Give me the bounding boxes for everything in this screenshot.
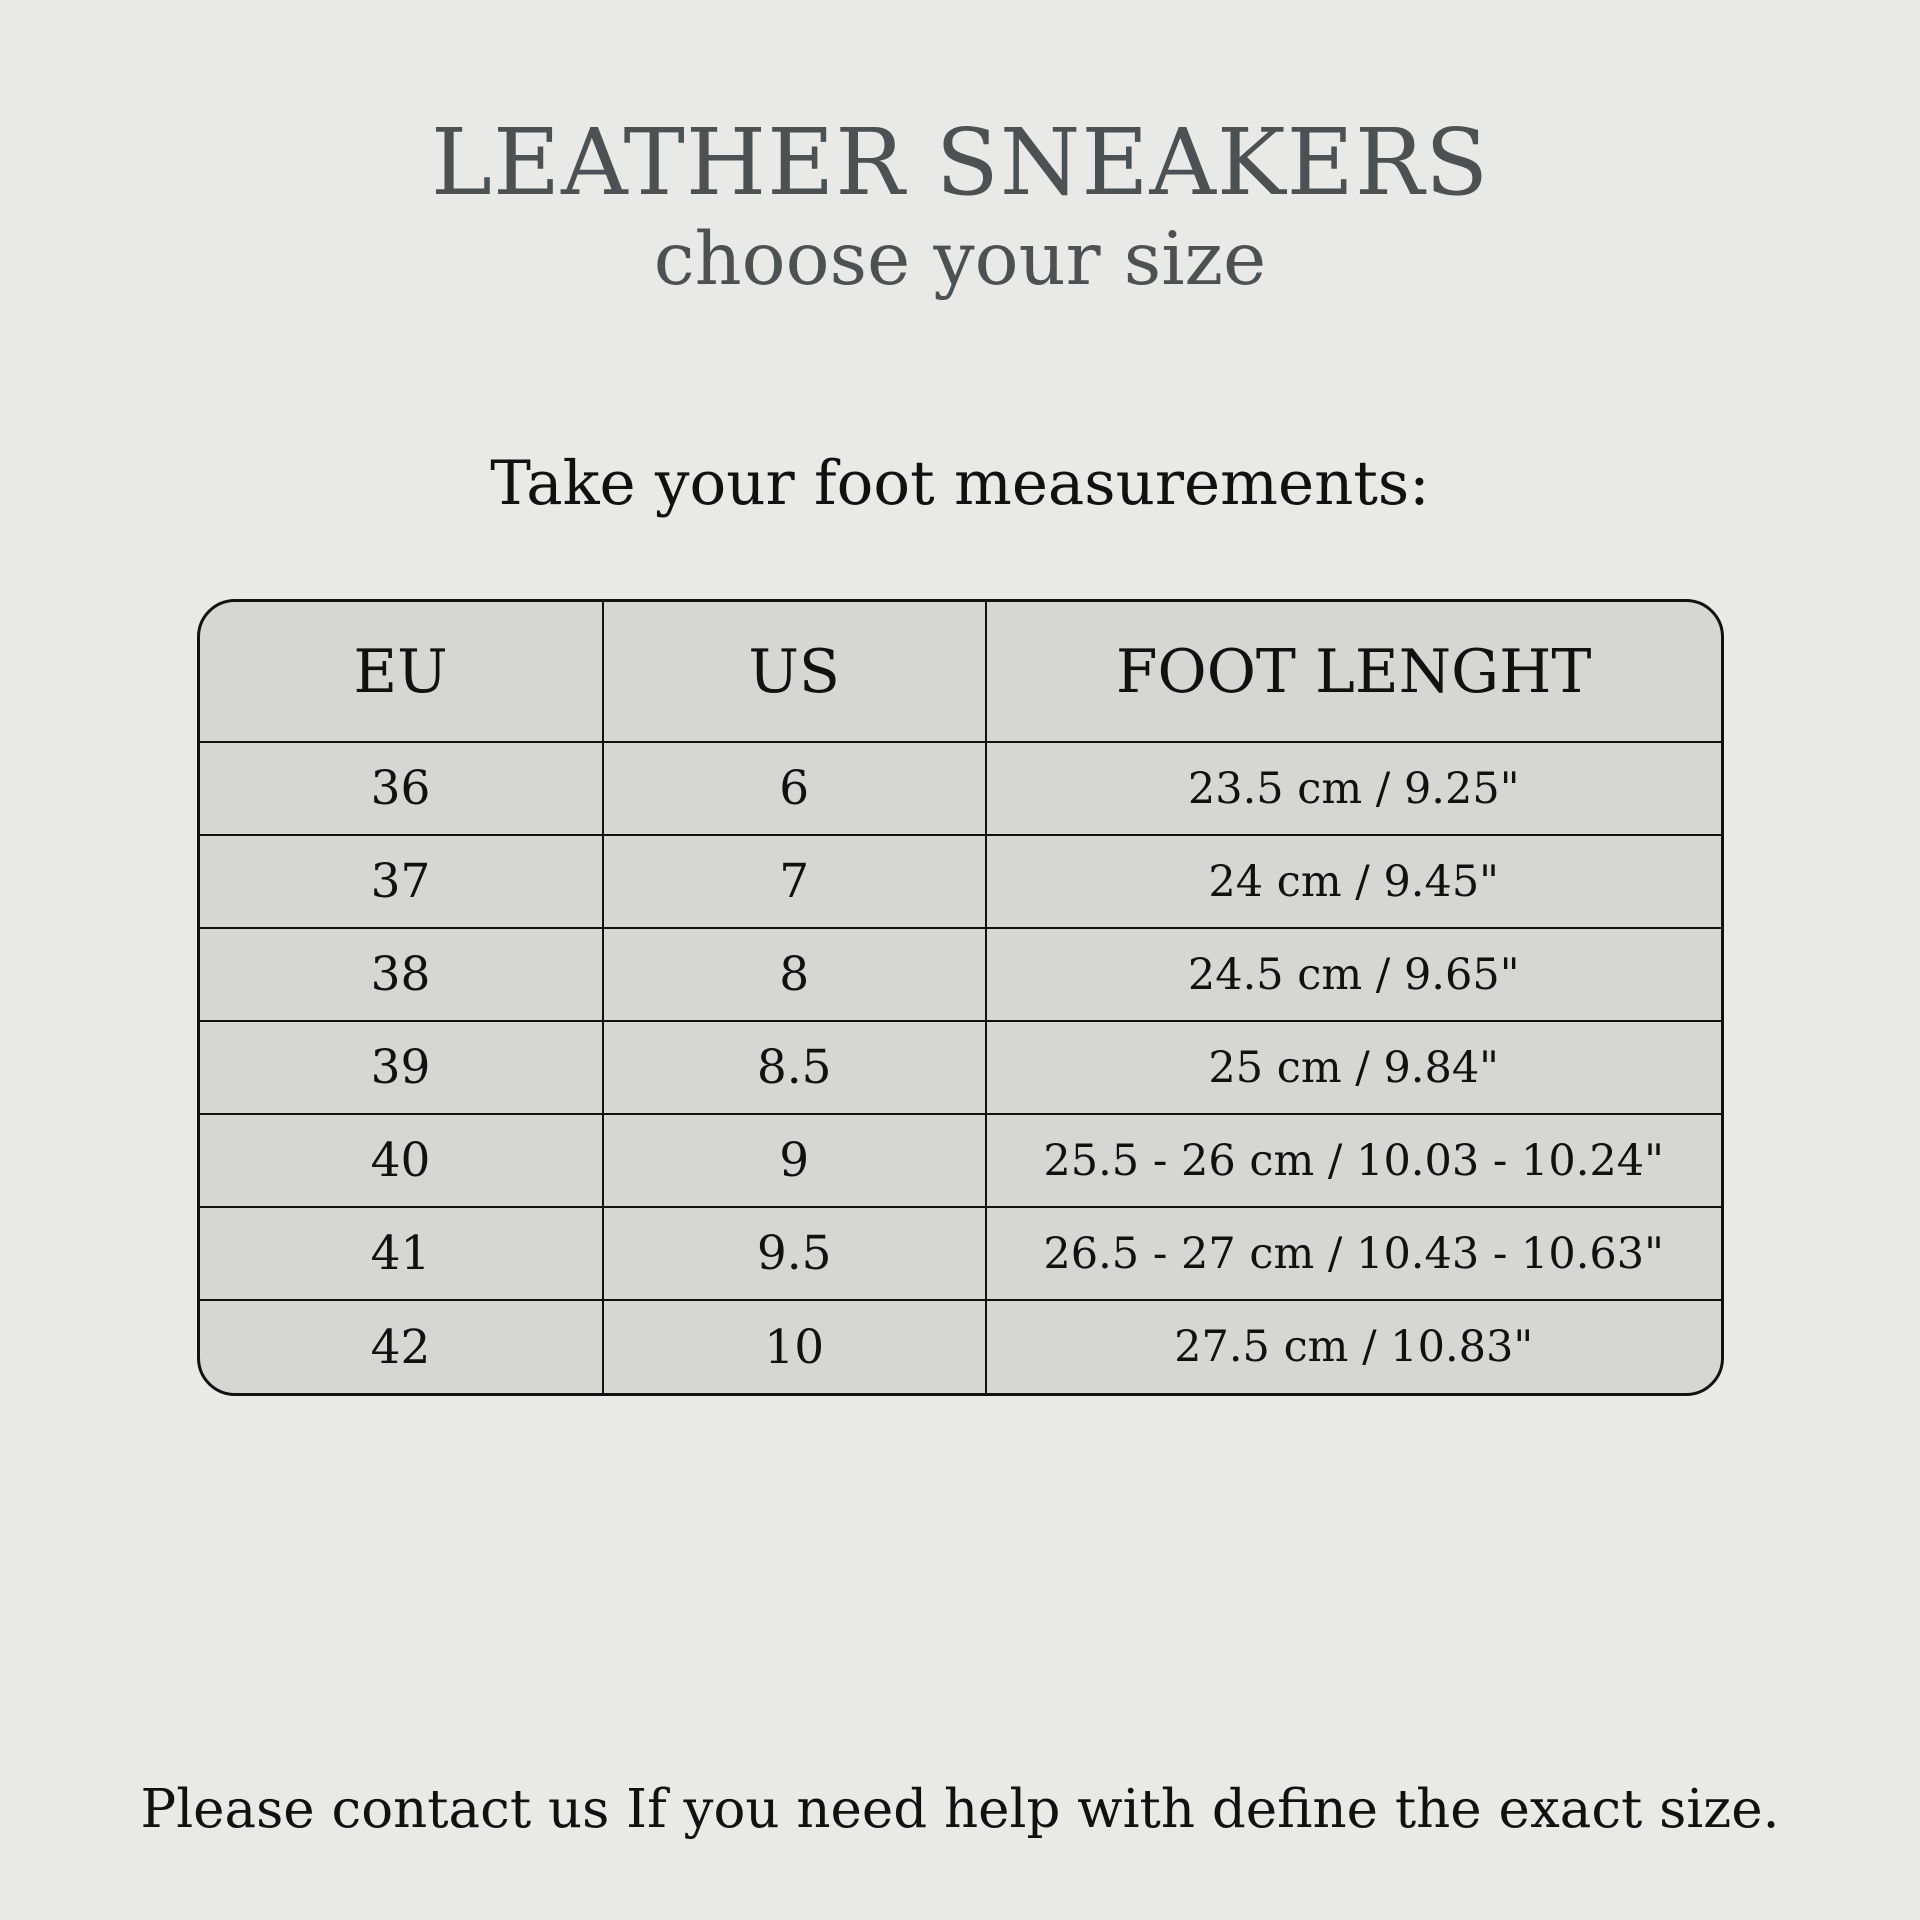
page-title: LEATHER SNEAKERS [430, 109, 1490, 216]
eu-size-cell: 42 [199, 1299, 604, 1394]
foot-length-cell: 24.5 cm / 9.65" [984, 927, 1721, 1023]
eu-size-cell: 36 [199, 741, 604, 837]
eu-column-header: EU [199, 602, 604, 744]
foot-length-cell: 24 cm / 9.45" [984, 834, 1721, 930]
table-header-row: EU US FOOT LENGHT [199, 602, 1721, 744]
foot-length-cell: 25.5 - 26 cm / 10.03 - 10.24" [984, 1113, 1721, 1209]
table-row: 38 8 24.5 cm / 9.65" [199, 927, 1721, 1023]
us-size-cell: 10 [601, 1299, 987, 1394]
contact-note: Please contact us If you need help with … [140, 1779, 1780, 1840]
table-row: 36 6 23.5 cm / 9.25" [199, 741, 1721, 837]
us-size-cell: 6 [601, 741, 987, 837]
table-row: 42 10 27.5 cm / 10.83" [199, 1299, 1721, 1394]
table-row: 41 9.5 26.5 - 27 cm / 10.43 - 10.63" [199, 1206, 1721, 1302]
foot-length-column-header: FOOT LENGHT [984, 602, 1721, 744]
us-size-cell: 8 [601, 927, 987, 1023]
table-row: 40 9 25.5 - 26 cm / 10.03 - 10.24" [199, 1113, 1721, 1209]
table-row: 39 8.5 25 cm / 9.84" [199, 1020, 1721, 1116]
eu-size-cell: 39 [199, 1020, 604, 1116]
table-row: 37 7 24 cm / 9.45" [199, 834, 1721, 930]
us-size-cell: 9 [601, 1113, 987, 1209]
us-size-cell: 8.5 [601, 1020, 987, 1116]
us-size-cell: 9.5 [601, 1206, 987, 1302]
page-subtitle: choose your size [653, 217, 1267, 303]
us-size-cell: 7 [601, 834, 987, 930]
size-table: EU US FOOT LENGHT 36 6 23.5 cm / 9.25" 37 7 2… [196, 599, 1724, 1397]
size-table-body: 36 6 23.5 cm / 9.25" 37 7 24 cm / 9.45" 38 8 24.… [199, 741, 1721, 1394]
eu-size-cell: 41 [199, 1206, 604, 1302]
size-table-grid: EU US FOOT LENGHT 36 6 23.5 cm / 9.25" 37 7 2… [199, 602, 1721, 1394]
foot-length-cell: 27.5 cm / 10.83" [984, 1299, 1721, 1394]
foot-length-cell: 25 cm / 9.84" [984, 1020, 1721, 1116]
foot-length-cell: 23.5 cm / 9.25" [984, 741, 1721, 837]
eu-size-cell: 37 [199, 834, 604, 930]
foot-length-cell: 26.5 - 27 cm / 10.43 - 10.63" [984, 1206, 1721, 1302]
eu-size-cell: 40 [199, 1113, 604, 1209]
measurement-instruction: Take your foot measurements: [490, 448, 1430, 520]
us-column-header: US [601, 602, 987, 744]
eu-size-cell: 38 [199, 927, 604, 1023]
